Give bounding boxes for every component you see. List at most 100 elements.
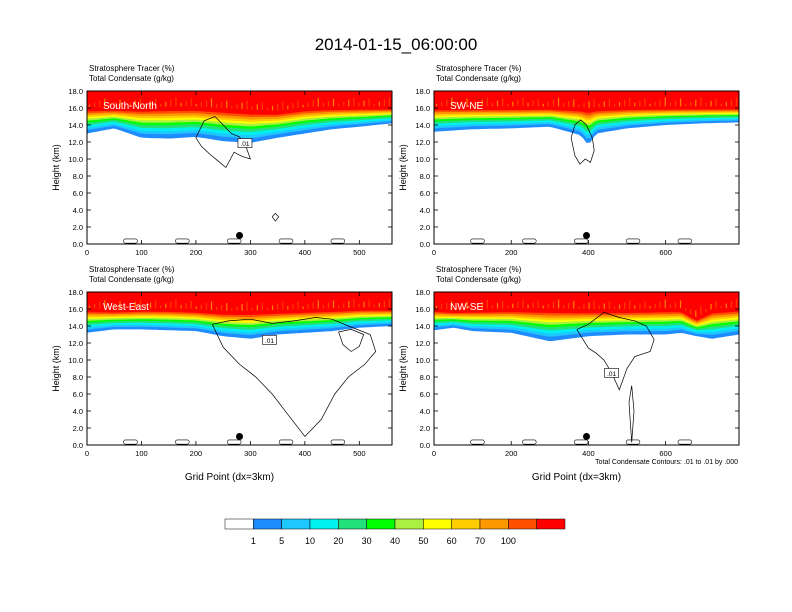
x-tick-label: 0	[85, 248, 89, 257]
y-tick-label: 14.0	[415, 322, 430, 331]
y-tick-label: 6.0	[73, 189, 83, 198]
contour-label: .01	[240, 141, 249, 148]
contour-label-box	[237, 138, 253, 148]
y-tick-label: 14.0	[415, 121, 430, 130]
location-dot	[236, 433, 243, 440]
surface-contour	[123, 238, 138, 244]
x-tick-label: 400	[582, 449, 595, 458]
colorbar-swatch	[281, 518, 311, 530]
x-tick-label: 100	[135, 449, 148, 458]
condensate-contour	[271, 212, 280, 222]
surface-contour	[522, 238, 537, 244]
tracer-band	[87, 91, 392, 115]
y-tick-label: 14.0	[68, 121, 83, 130]
surface-contour	[573, 238, 589, 244]
surface-contour	[677, 238, 693, 244]
y-tick-label: 0.0	[73, 240, 83, 249]
location-dot	[236, 232, 243, 239]
chart-panel-1: Stratosphere Tracer (%)Total Condensate …	[398, 64, 740, 257]
x-axis-label: Grid Point (dx=3km)	[532, 472, 621, 483]
y-tick-label: 0.0	[420, 240, 430, 249]
y-tick-label: 18.0	[415, 288, 430, 297]
y-tick-label: 6.0	[420, 390, 430, 399]
colorbar-label: 20	[333, 536, 343, 546]
tracer-band	[434, 91, 739, 113]
surface-contour	[123, 439, 138, 445]
surface-contour	[522, 439, 537, 445]
contour-footnote: Total Condensate Contours: .01 to .01 by…	[595, 459, 738, 466]
contour-label-box	[262, 334, 277, 345]
x-tick-label: 100	[135, 248, 148, 257]
surface-contour	[278, 439, 294, 445]
x-tick-label: 400	[299, 449, 312, 458]
y-tick-label: 12.0	[415, 339, 430, 348]
y-tick-label: 12.0	[68, 138, 83, 147]
panel-title-line1: Stratosphere Tracer (%)	[436, 64, 522, 73]
y-tick-label: 4.0	[73, 206, 83, 215]
chart-panel-2: Stratosphere Tracer (%)Total Condensate …	[51, 265, 393, 483]
y-tick-label: 12.0	[415, 138, 430, 147]
panel-title-line1: Stratosphere Tracer (%)	[89, 64, 175, 73]
y-tick-label: 4.0	[73, 407, 83, 416]
y-tick-label: 8.0	[73, 172, 83, 181]
y-tick-label: 0.0	[420, 441, 430, 450]
plot-frame	[86, 291, 393, 446]
y-tick-label: 10.0	[68, 356, 83, 365]
colorbar-label: 50	[418, 536, 428, 546]
y-tick-label: 18.0	[68, 288, 83, 297]
colorbar-label: 70	[475, 536, 485, 546]
y-tick-label: 2.0	[73, 223, 83, 232]
surface-contour	[470, 238, 485, 244]
panel-title-line2: Total Condensate (g/kg)	[436, 74, 521, 83]
condensate-contour	[570, 119, 595, 165]
chart-panel-3: Stratosphere Tracer (%) Total Condensate …	[398, 265, 740, 483]
figure-title: 2014-01-15_06:00:00	[315, 35, 478, 54]
tracer-field	[87, 292, 392, 445]
y-tick-label: 16.0	[68, 104, 83, 113]
y-tick-label: 0.0	[73, 441, 83, 450]
y-tick-label: 2.0	[420, 424, 430, 433]
colorbar-label: 100	[501, 536, 516, 546]
condensate-contour	[628, 385, 635, 443]
surface-contour	[278, 238, 294, 244]
colorbar-label: 5	[279, 536, 284, 546]
colorbar-swatch	[394, 518, 424, 530]
colorbar-swatch	[253, 518, 282, 530]
y-tick-label: 8.0	[73, 373, 83, 382]
x-tick-label: 400	[582, 248, 595, 257]
y-tick-label: 10.0	[68, 155, 83, 164]
colorbar-swatch	[508, 518, 537, 530]
y-tick-label: 16.0	[415, 104, 430, 113]
surface-contour	[175, 238, 190, 244]
x-tick-label: 200	[190, 449, 203, 458]
chart-panel-0: Stratosphere Tracer (%)Total Condensate …	[51, 64, 393, 257]
location-dot	[583, 232, 590, 239]
contour-label: .01	[607, 371, 616, 378]
panel-title-line1: Stratosphere Tracer (%)	[436, 265, 522, 274]
y-tick-label: 10.0	[415, 155, 430, 164]
x-tick-label: 500	[353, 449, 366, 458]
x-tick-label: 0	[432, 248, 436, 257]
y-tick-label: 2.0	[420, 223, 430, 232]
panel-label: NW-SE	[450, 302, 483, 313]
surface-contour	[625, 238, 641, 244]
y-axis-label: Height (km)	[398, 345, 408, 392]
tracer-field	[434, 91, 739, 244]
panel-label: West-East	[103, 302, 149, 313]
panel-title-line1: Stratosphere Tracer (%)	[89, 265, 175, 274]
y-tick-label: 6.0	[420, 189, 430, 198]
surface-contour	[470, 439, 485, 445]
panel-title-line2: Total Condensate (g/kg)	[89, 275, 174, 284]
surface-contour	[330, 238, 346, 244]
tracer-field	[434, 292, 739, 445]
y-tick-label: 4.0	[420, 407, 430, 416]
colorbar-swatch	[338, 518, 367, 530]
colorbar-label: 1	[251, 536, 256, 546]
x-tick-label: 200	[190, 248, 203, 257]
x-tick-label: 300	[244, 248, 257, 257]
y-tick-label: 4.0	[420, 206, 430, 215]
x-tick-label: 500	[353, 248, 366, 257]
x-tick-label: 600	[659, 449, 672, 458]
y-tick-label: 16.0	[415, 305, 430, 314]
